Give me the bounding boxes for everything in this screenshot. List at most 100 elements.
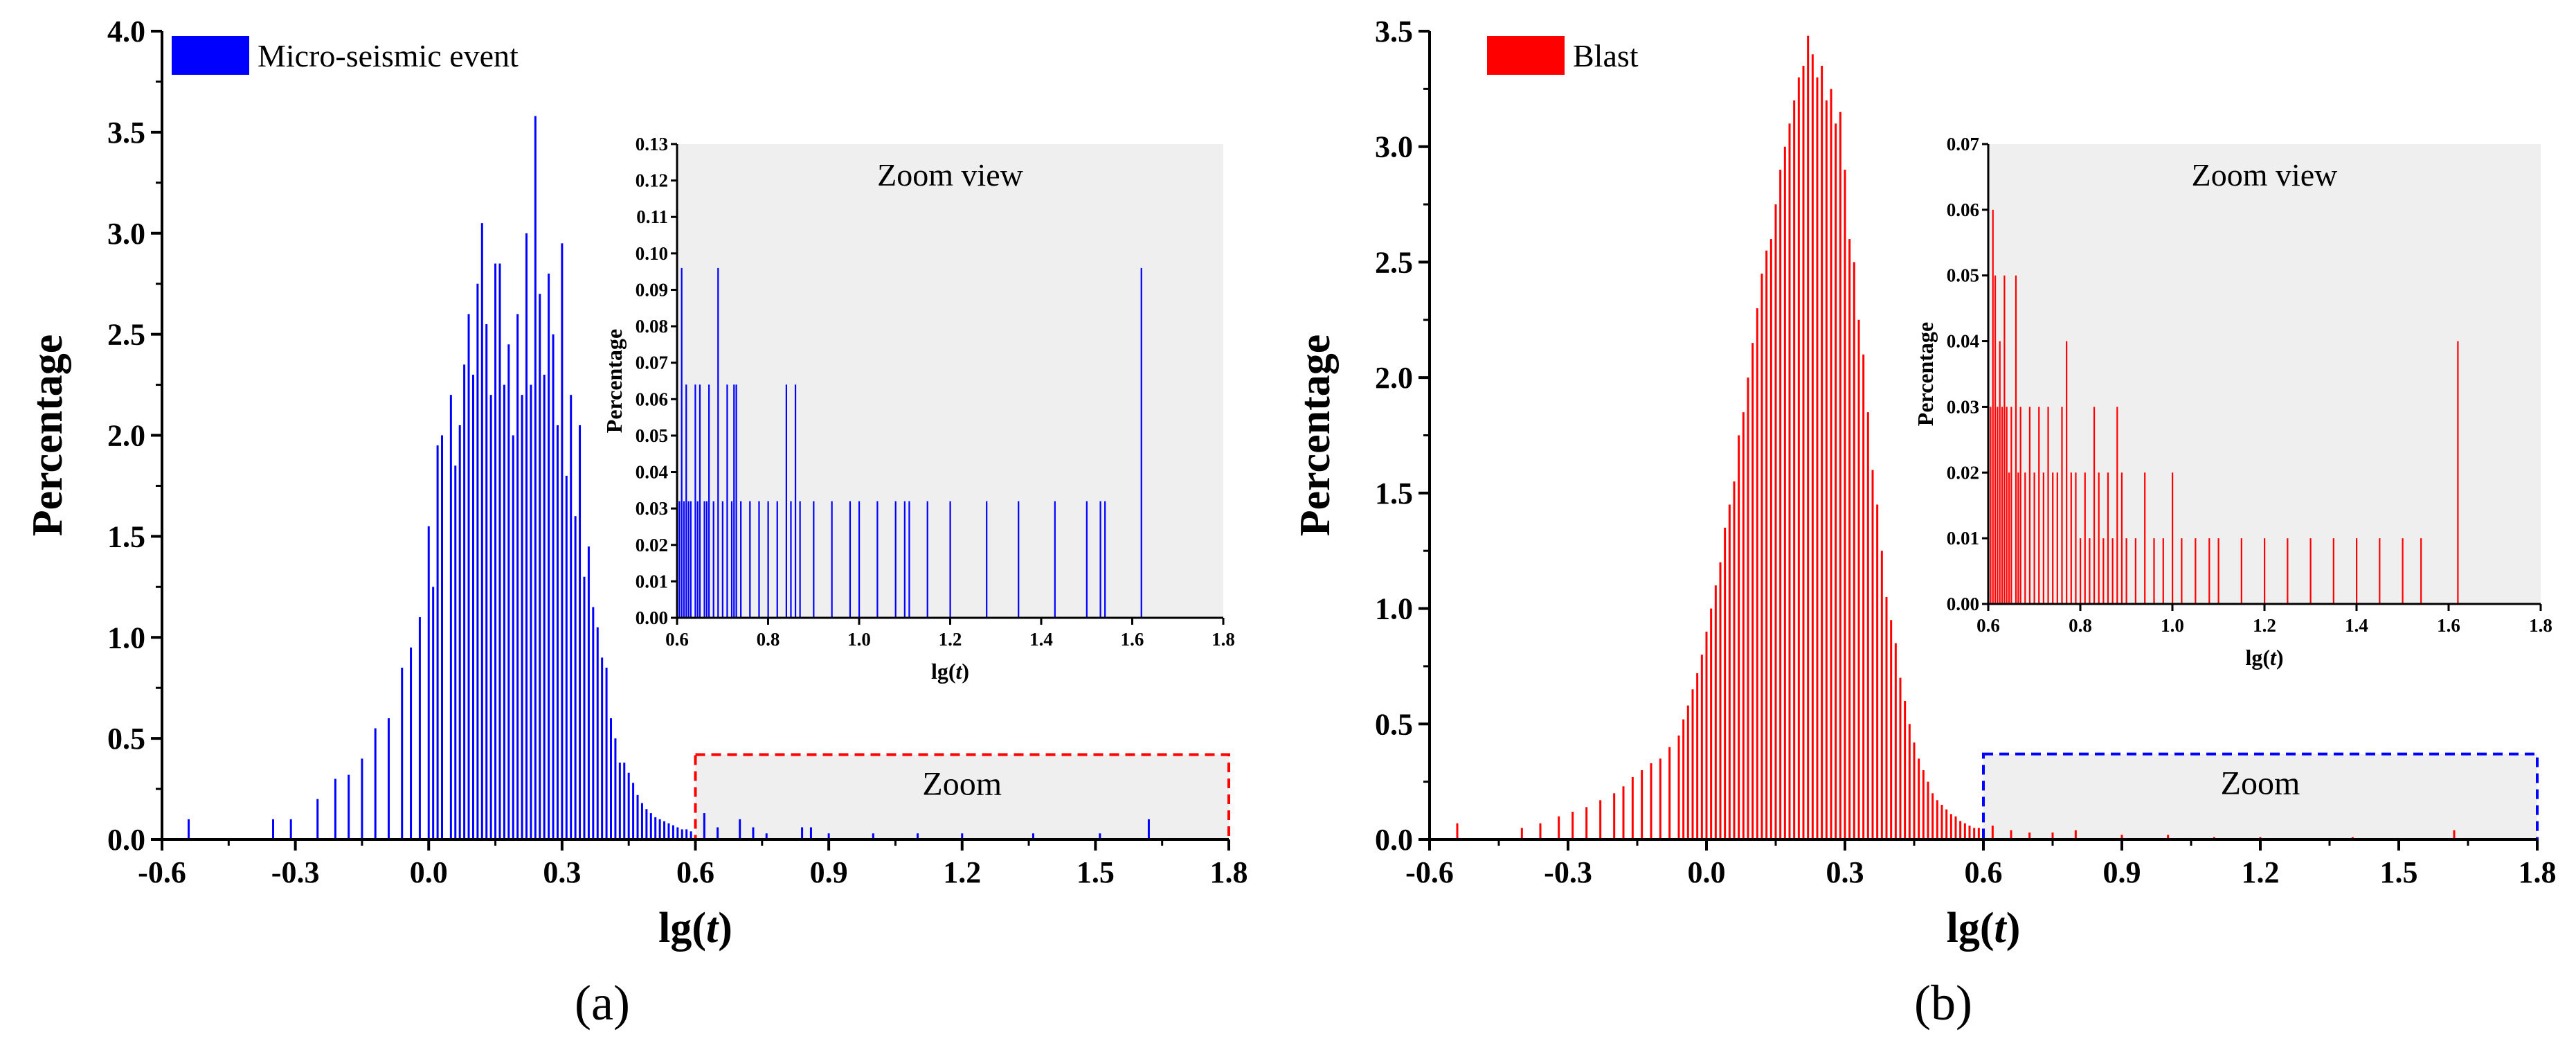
bar xyxy=(1945,809,1948,839)
bar xyxy=(1821,66,1823,839)
inset-bar xyxy=(1086,501,1088,618)
y-tick-label: 2.0 xyxy=(107,419,145,453)
y-tick-label: 2.0 xyxy=(1375,361,1413,395)
inset-x-axis-label: lg(t) xyxy=(2245,645,2283,670)
inset-bar xyxy=(858,501,861,618)
inset-bar xyxy=(2017,472,2019,604)
inset-y-tick-label: 0.05 xyxy=(1947,265,1979,286)
inset-bar xyxy=(2162,538,2164,604)
bar xyxy=(441,435,444,839)
x-tick-label: 0.0 xyxy=(1688,855,1726,889)
inset-bar xyxy=(678,501,681,618)
inset-y-tick-label: 0.04 xyxy=(636,462,668,483)
inset-bar xyxy=(799,501,801,618)
inset-bar xyxy=(903,501,906,618)
inset-x-tick-label: 1.4 xyxy=(1029,629,1053,650)
inset-bar xyxy=(2010,407,2012,604)
bar xyxy=(1738,435,1740,839)
bar xyxy=(1585,807,1588,839)
panel-b: Zoom -0.6 -0.3 0.0 0.3 0.6 0.9 1.2 1.5 1.8 0.0 0.5 1… xyxy=(1292,15,2557,1031)
bar xyxy=(1783,146,1786,839)
bar xyxy=(565,475,568,839)
inset-bar xyxy=(2208,538,2210,604)
bar xyxy=(614,738,617,839)
bar xyxy=(1760,274,1763,840)
inset-y-tick-label: 0.07 xyxy=(636,353,668,373)
inset-bar xyxy=(849,501,852,618)
inset-y-tick-label: 0.03 xyxy=(636,498,668,519)
inset-bar xyxy=(2264,538,2266,604)
inset-bar xyxy=(2332,538,2334,604)
bar xyxy=(1890,620,1893,839)
panel-label: (a) xyxy=(575,975,630,1031)
bar xyxy=(2120,835,2123,839)
inset-bar xyxy=(2134,538,2136,604)
inset-bar xyxy=(813,501,815,618)
inset-bar xyxy=(2102,538,2105,604)
bar xyxy=(1705,631,1708,839)
bar xyxy=(1857,319,1860,839)
zoom-region-box xyxy=(694,753,1230,841)
x-tick-label: 0.9 xyxy=(810,855,848,889)
bar xyxy=(1733,481,1736,839)
bar xyxy=(1927,781,1929,839)
bar xyxy=(2453,830,2456,839)
y-tick-label: 0.5 xyxy=(107,722,145,756)
bar xyxy=(765,833,768,839)
bar xyxy=(188,819,190,839)
x-tick-label: 0.9 xyxy=(2103,855,2141,889)
inset-bar xyxy=(2309,538,2312,604)
bar xyxy=(410,647,413,839)
y-tick-label: 0.0 xyxy=(1375,823,1413,857)
inset-bar xyxy=(1997,407,1999,604)
bar xyxy=(1520,828,1523,839)
x-tick-label: 1.5 xyxy=(1077,855,1115,889)
bar xyxy=(1793,100,1796,839)
bar xyxy=(649,813,652,839)
bar xyxy=(539,294,541,839)
bar xyxy=(618,763,621,839)
bar xyxy=(579,425,582,839)
inset-bar xyxy=(2001,407,2003,604)
bar xyxy=(610,718,613,839)
inset-y-tick-label: 0.02 xyxy=(636,535,668,555)
inset-bar xyxy=(2379,538,2381,604)
inset-bar xyxy=(2028,407,2031,604)
bar xyxy=(658,819,661,839)
inset-bar xyxy=(1999,341,2001,604)
inset-bar xyxy=(721,501,723,618)
bar xyxy=(272,819,275,839)
legend-label: Blast xyxy=(1573,38,1639,73)
y-tick-label: 1.0 xyxy=(1375,592,1413,626)
bar xyxy=(1774,204,1777,840)
inset-y-tick-label: 0.13 xyxy=(636,134,668,154)
inset-bar xyxy=(2006,407,2008,604)
inset-bar xyxy=(2240,538,2242,604)
bar xyxy=(494,263,497,839)
bar xyxy=(521,395,523,839)
inset-bar xyxy=(1054,501,1056,618)
bar xyxy=(672,825,674,839)
y-tick-label: 3.0 xyxy=(1375,130,1413,164)
bar xyxy=(601,657,604,839)
bar xyxy=(1904,700,1907,839)
bar xyxy=(1677,735,1680,839)
x-axis-label: lg(t) xyxy=(658,905,732,952)
bar xyxy=(334,778,336,839)
bar xyxy=(2074,830,2077,839)
inset-bar xyxy=(2052,472,2054,604)
inset-y-tick-label: 0.11 xyxy=(636,206,668,227)
bar xyxy=(432,587,435,839)
bar xyxy=(361,758,363,839)
x-axis-label: lg(t) xyxy=(1947,905,2021,952)
inset-bar xyxy=(730,501,733,618)
bar xyxy=(1959,821,1962,839)
bar xyxy=(480,223,483,840)
bar xyxy=(485,324,488,840)
inset-bar xyxy=(2172,472,2174,604)
inset-bar xyxy=(2098,472,2100,604)
bar xyxy=(1728,504,1731,839)
bar xyxy=(1797,77,1800,840)
bar xyxy=(1641,769,1643,839)
bar xyxy=(530,384,532,839)
